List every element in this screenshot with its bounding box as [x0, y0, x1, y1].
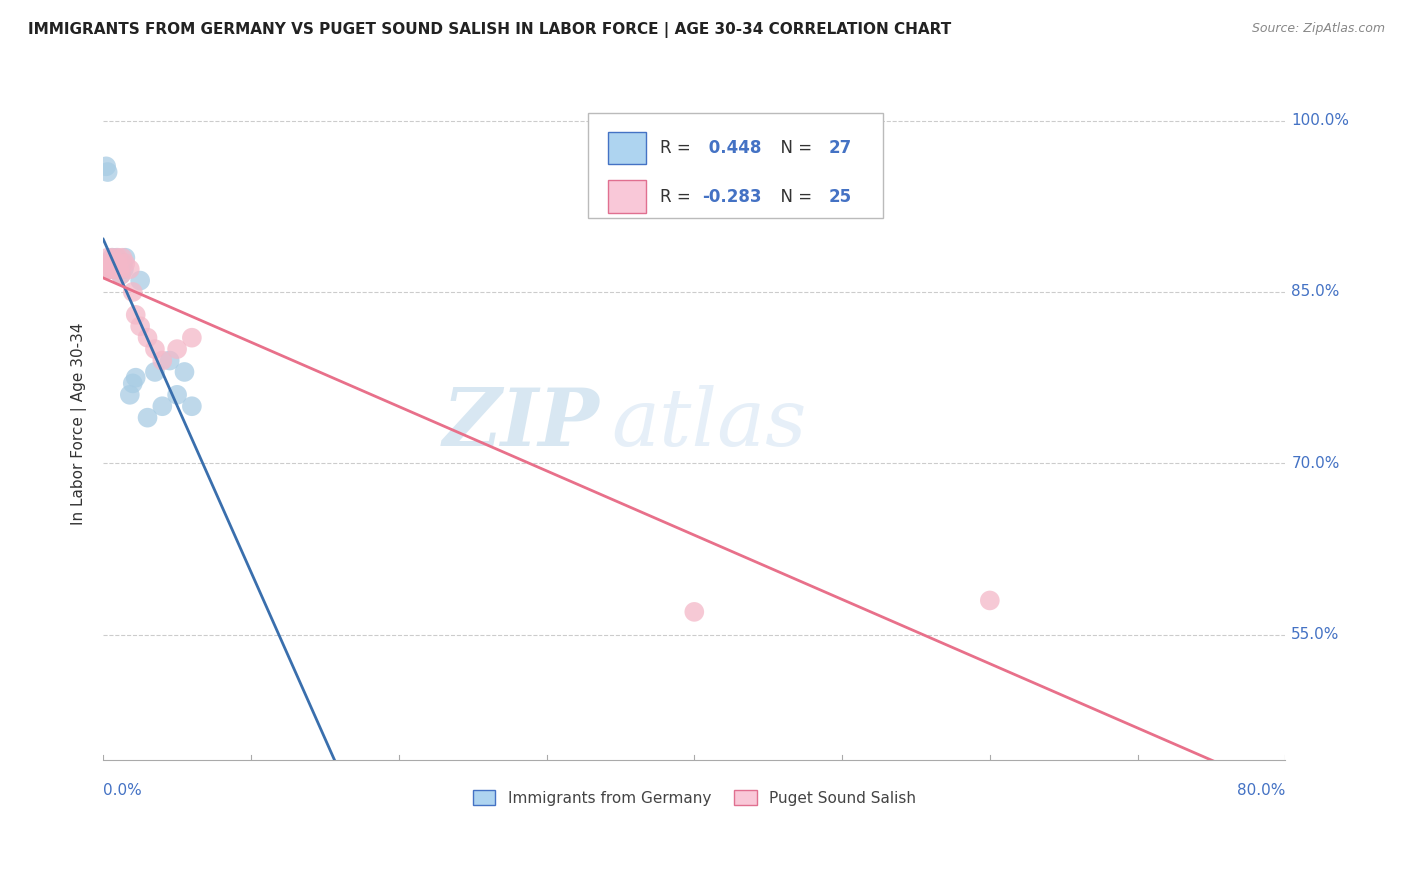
Point: [110, 268, 132, 282]
Point: [180, 399, 202, 413]
Point: [101, 251, 124, 265]
Point: [143, 342, 166, 356]
Text: R =: R =: [659, 138, 696, 157]
Point: [114, 251, 136, 265]
Point: [104, 262, 127, 277]
Point: [103, 256, 125, 270]
Point: [173, 365, 195, 379]
Point: [166, 388, 188, 402]
Point: [166, 342, 188, 356]
Point: [125, 370, 148, 384]
Point: [97, 165, 120, 179]
Point: [150, 353, 173, 368]
Text: 0.448: 0.448: [703, 138, 761, 157]
Point: [125, 308, 148, 322]
Text: -0.283: -0.283: [703, 187, 762, 205]
Text: N =: N =: [770, 138, 817, 157]
Point: [100, 262, 122, 277]
Point: [979, 593, 1001, 607]
Point: [112, 262, 135, 277]
Point: [107, 251, 129, 265]
FancyBboxPatch shape: [607, 131, 645, 164]
Point: [136, 331, 159, 345]
Y-axis label: In Labor Force | Age 30-34: In Labor Force | Age 30-34: [72, 322, 87, 524]
Point: [96, 262, 118, 277]
Text: ZIP: ZIP: [443, 384, 600, 462]
Text: 0.0%: 0.0%: [103, 783, 142, 798]
Point: [159, 353, 181, 368]
FancyBboxPatch shape: [588, 113, 883, 218]
Point: [107, 256, 129, 270]
Point: [98, 256, 121, 270]
Text: 25: 25: [830, 187, 852, 205]
Text: R =: R =: [659, 187, 696, 205]
Point: [129, 319, 152, 334]
Point: [100, 262, 122, 277]
Point: [105, 256, 128, 270]
Point: [136, 410, 159, 425]
Point: [111, 256, 134, 270]
Point: [118, 262, 141, 277]
Point: [121, 285, 143, 299]
Text: 85.0%: 85.0%: [1291, 285, 1340, 300]
Point: [180, 331, 202, 345]
Point: [108, 262, 131, 277]
Point: [104, 262, 127, 277]
Point: [103, 256, 125, 270]
Point: [105, 251, 128, 265]
Text: 55.0%: 55.0%: [1291, 627, 1340, 642]
Text: atlas: atlas: [612, 384, 807, 462]
Point: [150, 399, 173, 413]
Point: [97, 251, 120, 265]
Point: [121, 376, 143, 391]
Text: 80.0%: 80.0%: [1237, 783, 1285, 798]
Legend: Immigrants from Germany, Puget Sound Salish: Immigrants from Germany, Puget Sound Sal…: [465, 782, 924, 814]
Point: [98, 262, 121, 277]
Point: [143, 365, 166, 379]
Text: Source: ZipAtlas.com: Source: ZipAtlas.com: [1251, 22, 1385, 36]
Point: [98, 256, 121, 270]
Point: [118, 388, 141, 402]
Point: [100, 256, 122, 270]
Point: [683, 605, 706, 619]
Point: [98, 262, 121, 277]
Point: [129, 274, 152, 288]
Text: 100.0%: 100.0%: [1291, 113, 1350, 128]
Point: [108, 262, 131, 277]
Text: IMMIGRANTS FROM GERMANY VS PUGET SOUND SALISH IN LABOR FORCE | AGE 30-34 CORRELA: IMMIGRANTS FROM GERMANY VS PUGET SOUND S…: [28, 22, 952, 38]
Point: [101, 251, 124, 265]
Text: N =: N =: [770, 187, 817, 205]
Point: [114, 256, 136, 270]
Text: 70.0%: 70.0%: [1291, 456, 1340, 471]
Text: 27: 27: [830, 138, 852, 157]
FancyBboxPatch shape: [607, 180, 645, 212]
Point: [96, 159, 118, 173]
Point: [111, 251, 134, 265]
Point: [110, 268, 132, 282]
